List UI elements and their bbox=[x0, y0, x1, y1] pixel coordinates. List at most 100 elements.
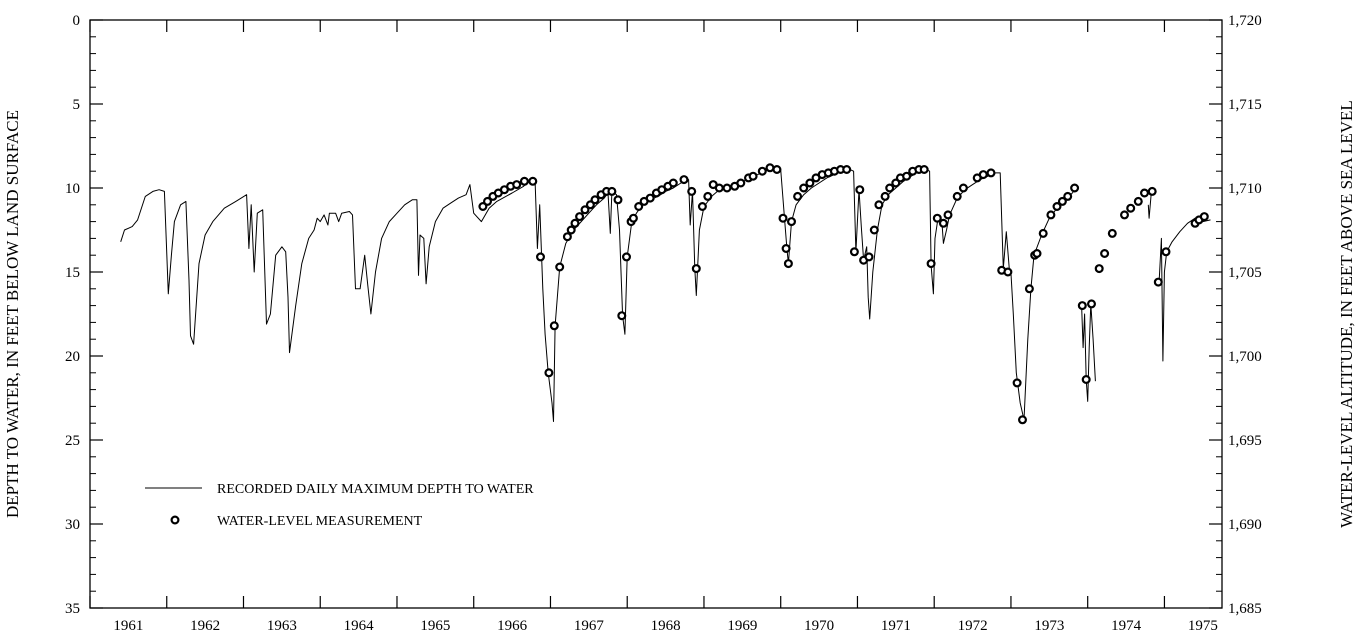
water-level-measurement-point bbox=[1077, 301, 1087, 311]
water-level-measurement-point bbox=[703, 191, 713, 201]
x-tick-label: 1961 bbox=[113, 618, 143, 634]
water-level-measurement-point bbox=[691, 264, 701, 274]
right-tick-label: 1,685 bbox=[1228, 601, 1262, 617]
water-level-measurement-point bbox=[757, 166, 767, 176]
right-tick-label: 1,710 bbox=[1228, 181, 1262, 197]
left-tick-label: 5 bbox=[73, 97, 81, 113]
x-axis-group: 1961 1962 1963 1964 1965 1966 1967 1968 1969 1970… bbox=[89, 20, 1218, 634]
x-tick-label: 1970 bbox=[804, 618, 834, 634]
water-level-measurement-point bbox=[687, 186, 697, 196]
water-level-measurement-point bbox=[617, 311, 627, 321]
x-tick-label: 1965 bbox=[420, 618, 450, 634]
x-tick-label: 1969 bbox=[727, 618, 757, 634]
water-level-measurement-point bbox=[938, 218, 948, 228]
left-tick-label: 30 bbox=[65, 517, 80, 533]
water-level-measurement-point bbox=[1024, 284, 1034, 294]
water-level-measurement-point bbox=[483, 196, 493, 206]
water-level-measurement-point bbox=[1147, 186, 1157, 196]
water-level-measurement-point bbox=[874, 200, 884, 210]
water-level-measurement-point bbox=[986, 168, 996, 178]
water-level-measurement-point bbox=[544, 368, 554, 378]
water-level-measurement-point bbox=[783, 259, 793, 269]
x-tick-label: 1968 bbox=[651, 618, 681, 634]
water-level-measurement-point bbox=[1100, 249, 1110, 259]
water-level-measurement-point bbox=[679, 175, 689, 185]
water-level-measurement-point bbox=[628, 213, 638, 223]
water-level-measurement-point bbox=[512, 180, 522, 190]
right-tick-label: 1,715 bbox=[1228, 97, 1262, 113]
water-level-measurement-point bbox=[1057, 196, 1067, 206]
left-tick-label: 0 bbox=[73, 13, 81, 29]
water-level-measurement-point bbox=[926, 259, 936, 269]
water-level-measurement-point bbox=[528, 176, 538, 186]
water-level-measurement-point bbox=[570, 218, 580, 228]
water-level-measurement-point bbox=[978, 170, 988, 180]
right-tick-label: 1,700 bbox=[1228, 349, 1262, 365]
x-tick-label: 1974 bbox=[1111, 618, 1142, 634]
water-level-measurement-point bbox=[562, 232, 572, 242]
plot-frame bbox=[89, 19, 1223, 609]
left-tick-label: 25 bbox=[65, 433, 80, 449]
water-level-measurement-point bbox=[714, 183, 724, 193]
water-level-measurement-point bbox=[1161, 247, 1171, 257]
water-level-measurement-point bbox=[566, 225, 576, 235]
water-level-measurement-point bbox=[772, 165, 782, 175]
water-level-measurement-point bbox=[855, 185, 865, 195]
x-tick-label: 1966 bbox=[497, 618, 528, 634]
x-tick-label: 1971 bbox=[881, 618, 911, 634]
right-tick-label: 1,690 bbox=[1228, 517, 1262, 533]
x-tick-label: 1973 bbox=[1034, 618, 1064, 634]
left-axis-title: DEPTH TO WATER, IN FEET BELOW LAND SURFA… bbox=[3, 110, 22, 518]
plot-frame-group bbox=[89, 19, 1223, 609]
left-axis-group: 0 5 10 15 20 25 30 35 bbox=[65, 13, 103, 617]
water-level-measurement-point bbox=[1086, 299, 1096, 309]
x-tick-label: 1963 bbox=[267, 618, 297, 634]
water-level-measurement-point bbox=[799, 183, 809, 193]
water-level-measurement-point bbox=[869, 225, 879, 235]
water-level-measurement-point bbox=[781, 244, 791, 254]
water-level-measurement-point bbox=[1063, 191, 1073, 201]
left-tick-label: 35 bbox=[65, 601, 80, 617]
water-level-measurement-point bbox=[634, 202, 644, 212]
right-tick-label: 1,695 bbox=[1228, 433, 1262, 449]
water-level-measurement-point bbox=[1139, 188, 1149, 198]
water-level-measurement-point bbox=[1038, 228, 1048, 238]
water-level-measurement-point bbox=[1081, 375, 1091, 385]
water-level-measurement-point bbox=[885, 183, 895, 193]
water-level-measurement-point bbox=[958, 183, 968, 193]
x-tick-label: 1964 bbox=[344, 618, 375, 634]
x-tick-label: 1972 bbox=[958, 618, 988, 634]
daily-max-depth-line bbox=[120, 167, 1077, 422]
water-level-measurement-point bbox=[580, 205, 590, 215]
water-level-measurement-point bbox=[842, 165, 852, 175]
water-level-measurement-point bbox=[1199, 212, 1209, 222]
water-level-measurement-point bbox=[645, 193, 655, 203]
x-tick-label: 1962 bbox=[190, 618, 220, 634]
left-tick-label: 20 bbox=[65, 349, 80, 365]
water-level-measurement-point bbox=[943, 210, 953, 220]
water-level-measurement-point bbox=[793, 191, 803, 201]
water-level-measurement-point bbox=[555, 262, 565, 272]
legend: RECORDED DAILY MAXIMUM DEPTH TO WATER WAT… bbox=[145, 482, 534, 529]
water-level-measurement-point bbox=[864, 252, 874, 262]
water-level-measurement-point bbox=[613, 195, 623, 205]
water-level-measurement-point bbox=[668, 178, 678, 188]
water-level-measurement-point bbox=[621, 252, 631, 262]
left-tick-label: 15 bbox=[65, 265, 80, 281]
water-level-measurement-point bbox=[535, 252, 545, 262]
water-level-measurement-point bbox=[549, 321, 559, 331]
water-level-measurement-point bbox=[880, 191, 890, 201]
left-tick-label: 10 bbox=[65, 181, 80, 197]
water-level-measurement-point bbox=[1119, 210, 1129, 220]
water-level-measurement-point bbox=[1012, 378, 1022, 388]
x-tick-label: 1975 bbox=[1188, 618, 1218, 634]
water-level-measurement-point bbox=[765, 163, 775, 173]
right-tick-label: 1,720 bbox=[1228, 13, 1262, 29]
water-level-measurement-point bbox=[519, 176, 529, 186]
water-level-measurement-point bbox=[1003, 267, 1013, 277]
water-level-measurement-point bbox=[1094, 264, 1104, 274]
water-level-measurement-point bbox=[575, 212, 585, 222]
water-level-measurement-point bbox=[1107, 228, 1117, 238]
water-level-measurement-point bbox=[590, 195, 600, 205]
